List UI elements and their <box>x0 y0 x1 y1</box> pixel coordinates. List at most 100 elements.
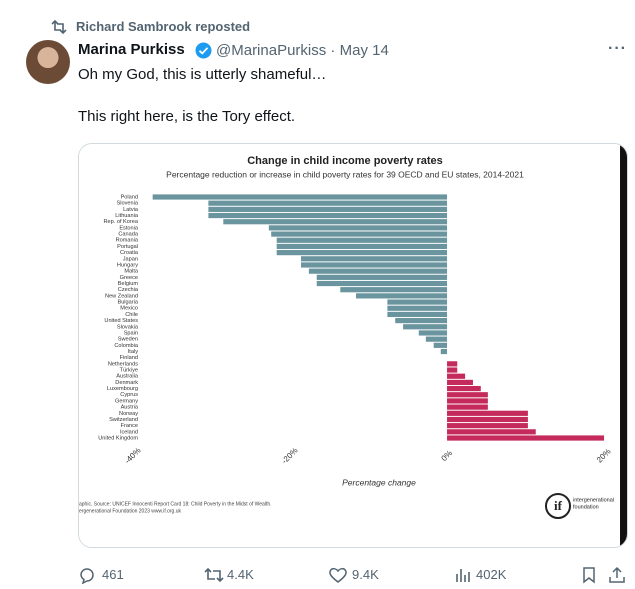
bar <box>356 293 447 298</box>
author-meta: @MarinaPurkiss · May 14 <box>216 42 389 59</box>
bar <box>403 324 447 329</box>
y-tick-label: Germany <box>115 398 138 404</box>
bar <box>317 281 447 286</box>
y-tick-label: United States <box>104 318 138 324</box>
y-tick-label: Australia <box>116 374 139 380</box>
more-menu[interactable]: ··· <box>608 40 627 58</box>
chart: Change in child income poverty rates Per… <box>79 144 627 547</box>
chart-subtitle: Percentage reduction or increase in chil… <box>166 169 524 179</box>
source-note: ergenerational Foundation 2023 www.if.or… <box>79 508 182 514</box>
y-tick-label: Japan <box>123 256 138 262</box>
y-tick-label: Denmark <box>115 380 138 386</box>
author-name[interactable]: Marina Purkiss <box>78 41 185 58</box>
y-tick-label: Italy <box>128 349 138 355</box>
author-handle[interactable]: @MarinaPurkiss <box>216 42 326 59</box>
bar <box>441 349 447 354</box>
frame-edge <box>620 144 627 547</box>
bar <box>426 337 447 342</box>
reply-icon[interactable] <box>78 566 96 584</box>
y-tick-label: Chile <box>125 312 138 318</box>
y-tick-label: Romania <box>116 238 139 244</box>
bar <box>271 231 447 236</box>
bar <box>447 380 473 385</box>
y-tick-label: Mexico <box>120 306 138 312</box>
share-icon[interactable] <box>608 565 626 584</box>
bar <box>277 250 447 255</box>
logo-text: foundation <box>573 504 599 510</box>
like-icon[interactable] <box>328 566 348 584</box>
y-tick-label: Hungary <box>117 262 138 268</box>
like-count[interactable]: 9.4K <box>352 567 379 582</box>
bar <box>447 398 488 403</box>
reply-count[interactable]: 461 <box>102 567 124 582</box>
bar <box>447 392 488 397</box>
y-tick-label: Norway <box>119 411 138 417</box>
y-tick-label: Portugal <box>117 244 138 250</box>
y-tick-label: Slovakia <box>117 324 139 330</box>
bar <box>447 417 528 422</box>
bar <box>434 343 447 348</box>
bar <box>395 318 447 323</box>
bar <box>269 225 447 230</box>
y-tick-label: Malta <box>124 269 139 275</box>
bar <box>419 330 447 335</box>
bar <box>387 312 447 317</box>
bar <box>447 423 528 428</box>
bar <box>447 367 457 372</box>
bar <box>309 269 447 274</box>
bar <box>387 306 447 311</box>
y-tick-label: Belgium <box>118 281 139 287</box>
bar <box>277 238 447 243</box>
bar <box>447 361 457 366</box>
bar <box>340 287 447 292</box>
views-icon[interactable] <box>455 566 471 584</box>
y-tick-label: Rep. of Korea <box>103 219 138 225</box>
verified-badge <box>195 42 212 59</box>
bar <box>387 299 447 304</box>
post-text: Oh my God, this is utterly shameful… <box>78 66 326 83</box>
repost-label[interactable]: Richard Sambrook reposted <box>76 19 250 34</box>
bookmark-icon[interactable] <box>581 566 597 584</box>
y-tick-label: Luxembourg <box>107 386 138 392</box>
post-date[interactable]: May 14 <box>340 42 389 59</box>
y-tick-label: Netherlands <box>108 361 138 367</box>
y-tick-label: Switzerland <box>109 417 138 423</box>
y-tick-label: Greece <box>120 275 138 281</box>
bar <box>317 275 447 280</box>
y-tick-label: Poland <box>121 194 138 200</box>
bar <box>301 256 447 261</box>
media-card[interactable]: Change in child income poverty rates Per… <box>78 143 628 548</box>
bar <box>447 405 488 410</box>
bar <box>153 194 447 199</box>
y-tick-label: Croatia <box>120 250 139 256</box>
logo-text: intergenerational <box>573 497 614 503</box>
y-tick-label: United Kingdom <box>98 436 138 442</box>
repost-icon <box>50 19 68 35</box>
page: {"repost": {"text": "Richard Sambrook re… <box>0 0 635 589</box>
post-text: This right here, is the Tory effect. <box>78 108 295 125</box>
y-tick-label: Latvia <box>123 207 139 213</box>
views-count[interactable]: 402K <box>476 567 506 582</box>
y-tick-label: France <box>121 423 138 429</box>
bar <box>208 207 447 212</box>
bar <box>447 411 528 416</box>
y-tick-label: Iceland <box>120 429 138 435</box>
bar <box>447 374 465 379</box>
y-tick-label: Sweden <box>118 337 138 343</box>
avatar[interactable] <box>26 40 70 84</box>
y-tick-label: Austria <box>121 405 139 411</box>
logo-mark: if <box>554 498 563 513</box>
y-tick-label: Lithuania <box>115 213 139 219</box>
y-tick-label: Colombia <box>114 343 139 349</box>
y-tick-label: Bulgaria <box>117 300 138 306</box>
repost-count[interactable]: 4.4K <box>227 567 254 582</box>
bar <box>447 429 536 434</box>
repost-button-icon[interactable] <box>203 566 225 584</box>
bar <box>277 244 447 249</box>
y-tick-label: Türkiye <box>120 368 138 374</box>
x-axis-title: Percentage change <box>342 477 416 487</box>
y-tick-label: Canada <box>118 232 138 238</box>
source-note: aphic. Source: UNICEF Innocenti Report C… <box>79 501 272 507</box>
y-tick-label: Spain <box>124 330 138 336</box>
bar <box>223 219 447 224</box>
